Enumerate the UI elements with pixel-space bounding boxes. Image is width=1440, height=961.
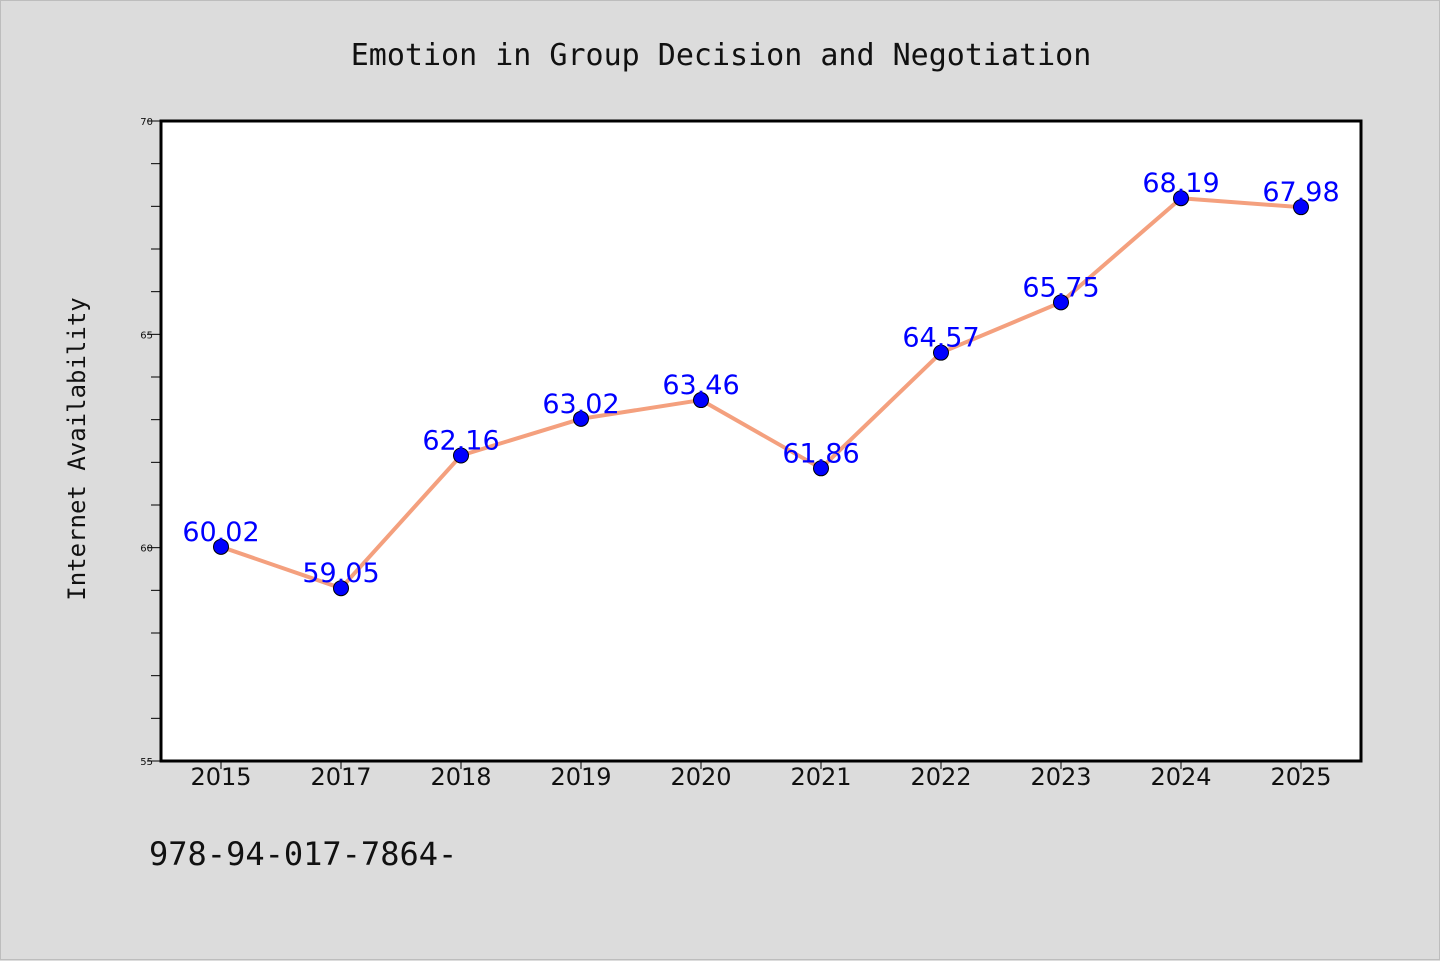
- data-point: [573, 410, 589, 427]
- data-label: 63.46: [662, 370, 739, 401]
- y-tick-label: 60: [140, 544, 153, 555]
- data-label: 67.98: [1262, 177, 1339, 208]
- y-tick-label: 70: [140, 117, 153, 128]
- plot-area: [161, 121, 1361, 761]
- plot-frame: [159, 119, 1363, 763]
- data-label: 65.75: [1022, 272, 1099, 303]
- chart-title: Emotion in Group Decision and Negotiatio…: [351, 38, 1092, 73]
- data-point: [333, 580, 349, 597]
- data-point: [933, 344, 949, 361]
- data-label: 60.02: [182, 517, 259, 548]
- data-label: 63.02: [542, 389, 619, 420]
- data-point: [213, 538, 229, 555]
- x-tick-label: 2020: [670, 763, 731, 791]
- series-line: [219, 196, 1303, 591]
- x-tick-label: 2025: [1270, 763, 1331, 791]
- y-axis-label: Internet Availability: [63, 297, 91, 600]
- series-layer: 60.02 59.05 62.16 63.02 63.46 61.86 64.57 65.75…: [182, 168, 1340, 597]
- data-point: [453, 447, 469, 464]
- data-label: 59.05: [302, 558, 379, 589]
- y-tick-label: 55: [140, 757, 153, 768]
- x-tick-label: 2018: [430, 763, 491, 791]
- data-point: [1293, 199, 1309, 216]
- y-tick-label: 65: [140, 330, 153, 341]
- x-tick-label: 2019: [550, 763, 611, 791]
- data-label: 61.86: [782, 438, 859, 469]
- x-axis: 2015 2017 2018 2019 2020 2021 2022 2023 2024 2025: [190, 761, 1332, 791]
- data-label: 68.19: [1142, 168, 1219, 199]
- data-point: [813, 460, 829, 477]
- data-label: 64.57: [902, 323, 979, 354]
- x-tick-label: 2021: [790, 763, 851, 791]
- x-tick-label: 2022: [910, 763, 971, 791]
- x-tick-label: 2024: [1150, 763, 1211, 791]
- data-point: [693, 392, 709, 409]
- x-tick-label: 2015: [190, 763, 251, 791]
- data-label: 62.16: [422, 426, 499, 457]
- y-axis: 55 60 65 70: [140, 117, 161, 768]
- data-point: [1173, 190, 1189, 207]
- footnote-text: 978-94-017-7864-: [149, 835, 457, 873]
- x-tick-label: 2023: [1030, 763, 1091, 791]
- data-point: [1053, 294, 1069, 311]
- x-tick-label: 2017: [310, 763, 371, 791]
